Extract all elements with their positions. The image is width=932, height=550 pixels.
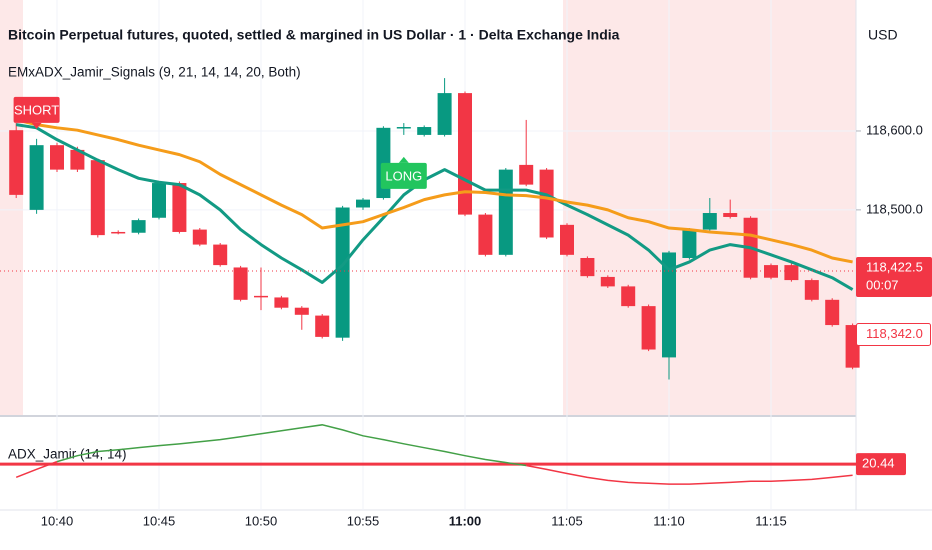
candle-body	[192, 229, 207, 245]
candle-body	[9, 130, 24, 195]
candle-body	[621, 286, 636, 307]
candle-body	[825, 299, 840, 326]
chart-title: Bitcoin Perpetual futures, quoted, settl…	[8, 27, 620, 43]
signal-pointer	[31, 122, 42, 129]
y-tick-label: 118,500.0	[866, 201, 923, 216]
x-tick-label: 10:45	[143, 513, 176, 528]
candle-body	[804, 280, 819, 300]
candle-body	[50, 145, 64, 170]
candle-body	[29, 145, 44, 210]
candle-body	[723, 213, 738, 217]
ema-line	[15, 123, 854, 291]
signal-label: SHORT	[14, 102, 59, 117]
signal-label-box	[13, 96, 60, 123]
marker-price-label: 118,342.0	[866, 326, 923, 341]
level-label: 20.44	[862, 456, 895, 471]
indicator-title: EMxADX_Jamir_Signals (9, 21, 14, 14, 20,…	[8, 65, 301, 80]
signal-pointer	[398, 156, 409, 163]
candle-body	[233, 267, 248, 300]
candle-body	[560, 224, 574, 255]
candle-body	[90, 160, 105, 236]
x-tick-label: 11:15	[755, 513, 787, 528]
candle-body	[315, 315, 330, 337]
countdown-label: 00:07	[866, 277, 899, 292]
candle-body	[580, 257, 595, 277]
candle-body	[152, 183, 166, 218]
y-tick-label: 118,600.0	[866, 122, 923, 137]
current-price-box	[856, 257, 932, 298]
current-price-label: 118,422.5	[866, 259, 923, 274]
currency[interactable]: USD	[868, 27, 898, 43]
x-tick-label: 11:00	[449, 513, 482, 528]
candle-body	[70, 149, 85, 170]
candle-body	[335, 207, 350, 338]
adx-line	[15, 460, 58, 479]
candle-body	[458, 93, 472, 215]
ema-line	[15, 118, 853, 264]
x-tick-label: 10:40	[41, 513, 74, 528]
candle-body	[111, 231, 126, 234]
candle-body	[784, 265, 799, 281]
adx-line	[526, 464, 853, 485]
x-tick-label: 10:55	[347, 513, 380, 528]
candle-body	[764, 265, 778, 278]
candle-body	[641, 306, 656, 350]
candle-body	[396, 127, 411, 129]
marker-price-box	[856, 323, 931, 347]
candle-body	[131, 220, 146, 233]
x-tick-label: 11:05	[551, 513, 583, 528]
candle-body	[274, 297, 289, 308]
candle-body	[662, 252, 676, 358]
signal-label: LONG	[385, 168, 422, 183]
adx-title: ADX_Jamir (14, 14)	[8, 447, 127, 462]
candle-body	[478, 214, 493, 255]
candle-body	[519, 164, 534, 185]
candle-body	[254, 295, 268, 298]
adx-line	[56, 424, 527, 467]
level-box	[856, 453, 906, 476]
x-tick-label: 10:50	[245, 513, 278, 528]
candle-body	[682, 229, 697, 258]
candle-body	[417, 127, 432, 135]
candle-body	[437, 93, 452, 135]
signal-label-box	[380, 162, 427, 189]
candle-body	[294, 307, 309, 315]
candle-body	[213, 244, 228, 266]
candle-body	[600, 276, 615, 287]
candle-body	[539, 169, 554, 238]
x-tick-label: 11:10	[653, 513, 685, 528]
candle-body	[498, 169, 513, 255]
signal-zone	[0, 0, 23, 415]
candle-body	[172, 183, 187, 232]
candle-body	[702, 213, 717, 230]
candle-body	[356, 199, 370, 208]
